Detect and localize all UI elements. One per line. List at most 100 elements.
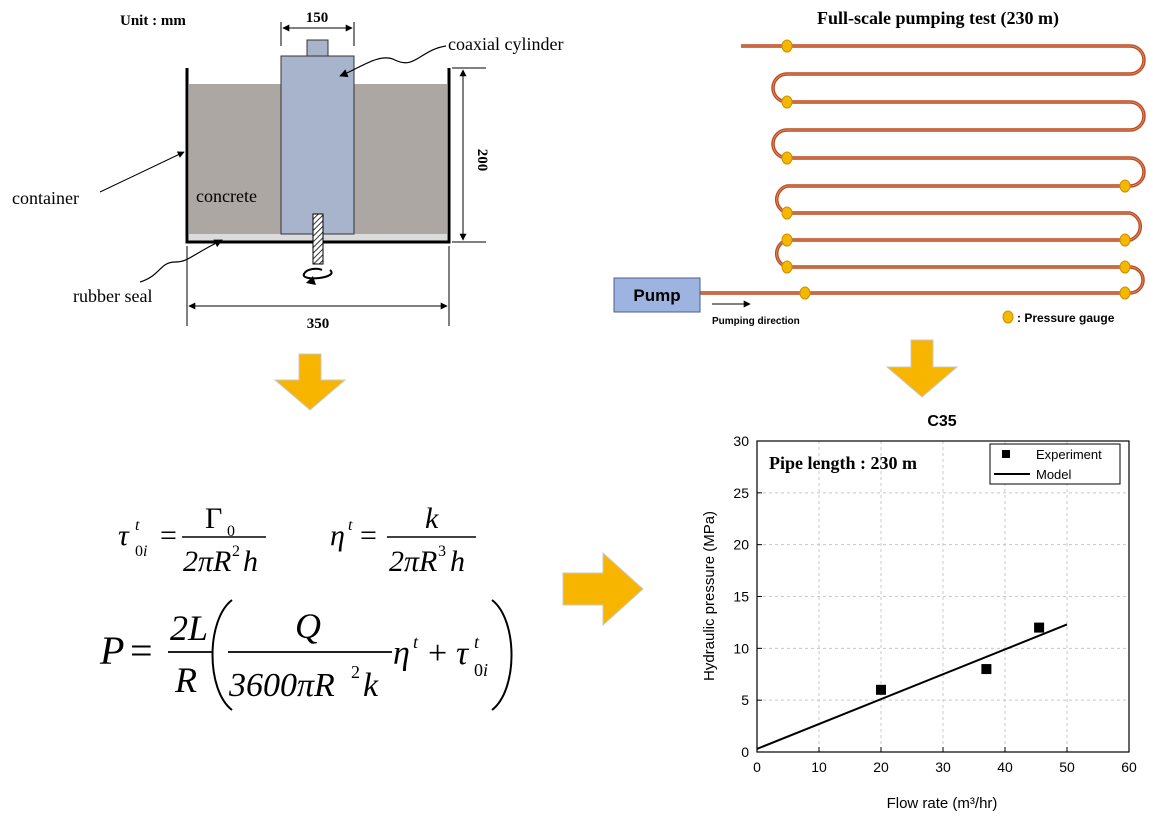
eta-sup: t xyxy=(348,517,353,534)
p-eta-sup: t xyxy=(413,632,419,652)
pump-label: Pump xyxy=(633,286,680,305)
pressure-gauge xyxy=(781,233,793,247)
pressure-gauge xyxy=(781,39,793,53)
p-den-exp: 2 xyxy=(351,662,360,682)
leader-coaxial-cylinder xyxy=(339,45,447,78)
experiment-point xyxy=(1034,622,1045,633)
x-tick-label: 10 xyxy=(811,759,827,775)
tau-denominator: 2πR xyxy=(183,545,231,578)
formulas: τ t 0i = Γ 0 2πR 2 h η t = k 2πR 3 h P =… xyxy=(99,502,513,711)
p-tau: τ xyxy=(456,635,470,672)
y-tick-label: 15 xyxy=(733,589,749,605)
model-line xyxy=(756,623,1068,750)
chart-ticks: 0 10 20 30 40 50 60 0 5 10 15 20 25 30 xyxy=(733,433,1137,775)
chart-ylabel: Hydraulic pressure (MPa) xyxy=(701,511,718,681)
gamma-sub: 0 xyxy=(227,523,235,540)
chart-series xyxy=(756,622,1068,750)
x-tick-label: 60 xyxy=(1121,759,1137,775)
p-symbol: P xyxy=(99,628,124,673)
eta-den-h: h xyxy=(450,545,465,578)
experiment-point xyxy=(876,684,886,695)
tau-den-exp: 2 xyxy=(232,543,240,560)
p-q: Q xyxy=(295,606,321,646)
left-paren xyxy=(211,599,233,711)
chart-annotation: Pipe length : 230 m xyxy=(769,453,917,473)
leader-container xyxy=(99,151,185,193)
chart-title: C35 xyxy=(927,413,956,430)
legend-square-icon xyxy=(1002,450,1010,458)
label-concrete: concrete xyxy=(196,186,257,206)
y-tick-label: 10 xyxy=(733,640,749,656)
x-tick-label: 40 xyxy=(997,759,1013,775)
pump-box xyxy=(613,277,701,313)
pressure-gauge xyxy=(1119,286,1131,300)
pressure-gauge xyxy=(781,206,793,220)
formula-pressure: P = 2L R Q 3600πR 2 k η t + τ t 0i xyxy=(99,599,513,711)
label-container: container xyxy=(12,188,79,208)
legend-box xyxy=(989,443,1121,485)
eta-symbol: η xyxy=(330,519,345,552)
viscometer-diagram: Unit : mm 150 200 350 coaxial cylinder xyxy=(12,10,563,332)
pressure-gauge xyxy=(781,151,793,165)
x-tick-label: 0 xyxy=(753,759,761,775)
rotation-arrowhead xyxy=(306,276,316,285)
legend-gauge-label: : Pressure gauge xyxy=(1017,311,1115,325)
p-two-l: 2L xyxy=(170,608,208,648)
legend-model: Model xyxy=(1036,467,1072,482)
dim-150-label: 150 xyxy=(306,10,329,26)
tau-den-h: h xyxy=(243,545,258,578)
formula-tau: τ t 0i = Γ 0 2πR 2 h xyxy=(118,502,266,578)
p-den-k: k xyxy=(363,667,379,704)
coaxial-cylinder xyxy=(280,55,355,235)
legend-gauge-icon xyxy=(1002,310,1014,324)
dim-200-label: 200 xyxy=(474,149,490,172)
eta-den-exp: 3 xyxy=(438,543,446,560)
p-eta: η xyxy=(393,635,410,672)
pipe-loop xyxy=(700,44,1146,295)
p-equals: = xyxy=(130,628,153,673)
label-coaxial-cylinder: coaxial cylinder xyxy=(448,34,563,54)
gamma-symbol: Γ xyxy=(205,502,222,535)
down-arrow-right xyxy=(885,339,959,398)
tau-sup: t xyxy=(135,517,140,534)
pressure-gauges xyxy=(781,39,1131,300)
pipe-highlight xyxy=(700,45,1145,294)
eta-denominator: 2πR xyxy=(389,545,437,578)
y-tick-label: 20 xyxy=(733,537,749,553)
p-tau-sup: t xyxy=(474,632,480,652)
right-arrow xyxy=(562,551,644,627)
tau-equals: = xyxy=(160,519,177,552)
pressure-gauge xyxy=(781,95,793,109)
down-arrow-left xyxy=(273,353,347,411)
x-tick-label: 50 xyxy=(1059,759,1075,775)
y-tick-label: 30 xyxy=(733,433,749,449)
dim-350-label: 350 xyxy=(307,316,330,332)
pressure-chart: C35 0 10 20 30 40 50 60 0 5 10 15 20 25 30 Pipe lengt… xyxy=(701,413,1137,812)
leader-rubber-seal xyxy=(139,239,223,283)
p-plus: + xyxy=(428,635,447,672)
experiment-point xyxy=(981,664,992,675)
pressure-gauge xyxy=(1119,179,1131,193)
pumping-direction-label: Pumping direction xyxy=(712,316,800,327)
rotating-shaft xyxy=(312,213,324,265)
pressure-gauge xyxy=(781,260,793,274)
y-tick-label: 0 xyxy=(741,744,749,760)
x-tick-label: 20 xyxy=(873,759,889,775)
cylinder-cap xyxy=(306,39,329,57)
legend-experiment: Experiment xyxy=(1036,447,1102,462)
pumping-diagram: Full-scale pumping test (230 m) Pump Pum… xyxy=(613,8,1146,327)
x-tick-label: 30 xyxy=(935,759,951,775)
p-r: R xyxy=(174,660,197,700)
p-denominator: 3600πR xyxy=(228,667,335,704)
pressure-gauge xyxy=(1119,260,1131,274)
pressure-gauge xyxy=(1119,233,1131,247)
y-tick-label: 25 xyxy=(733,485,749,501)
unit-label: Unit : mm xyxy=(120,13,186,29)
tau-sub: 0i xyxy=(135,543,147,560)
p-tau-sub: 0i xyxy=(474,660,488,680)
right-paren xyxy=(491,599,513,711)
y-tick-label: 5 xyxy=(741,692,749,708)
chart-legend: Experiment Model xyxy=(989,443,1121,485)
eta-numerator: k xyxy=(425,502,439,535)
